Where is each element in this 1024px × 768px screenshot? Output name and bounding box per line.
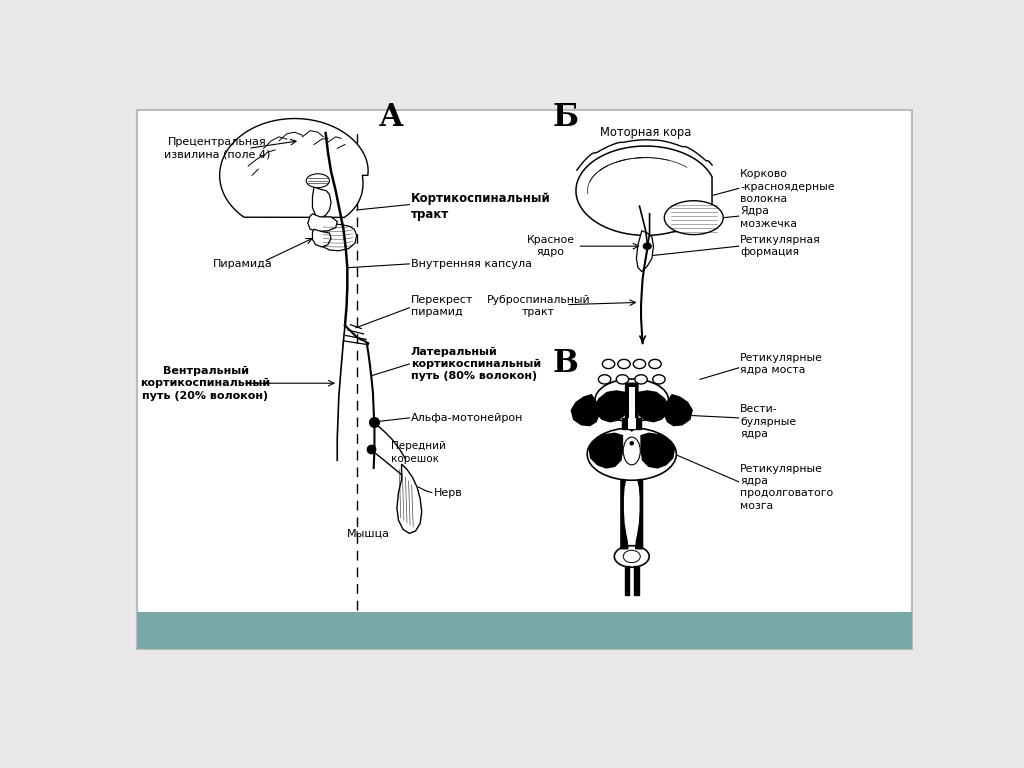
Polygon shape [589,433,623,468]
Text: Б: Б [553,102,579,133]
Text: Красное
ядро: Красное ядро [526,235,574,257]
Text: Внутренняя капсула: Внутренняя капсула [411,259,531,269]
Polygon shape [665,395,692,425]
Polygon shape [621,480,628,549]
Ellipse shape [306,174,330,187]
Text: Корково
-красноядерные
волокна: Корково -красноядерные волокна [740,170,835,204]
Polygon shape [638,391,669,422]
Polygon shape [665,200,723,234]
Ellipse shape [602,359,614,369]
Text: А: А [379,102,403,133]
Text: Передний
корешок: Передний корешок [391,442,446,464]
Ellipse shape [598,375,611,384]
Text: Моторная кора: Моторная кора [600,127,691,140]
Text: Ретикулярные
ядра моста: Ретикулярные ядра моста [740,353,823,376]
Text: Латеральный
кортикоспинальный
путь (80% волокон): Латеральный кортикоспинальный путь (80% … [411,346,541,382]
Text: Вести-
булярные
ядра: Вести- булярные ядра [740,404,797,439]
Text: Руброспинальный
тракт: Руброспинальный тракт [487,295,591,317]
Bar [629,387,635,418]
Bar [628,418,636,429]
Text: Ретикулярная
формация: Ретикулярная формация [740,235,821,257]
Polygon shape [317,221,356,251]
Ellipse shape [587,428,676,480]
Ellipse shape [649,359,662,369]
Polygon shape [625,567,630,595]
Ellipse shape [630,442,633,445]
Ellipse shape [624,437,640,465]
Ellipse shape [624,551,640,563]
Text: Мышца: Мышца [347,528,390,538]
Text: Перекрест
пирамид: Перекрест пирамид [411,295,473,317]
Polygon shape [575,146,712,235]
Polygon shape [595,391,626,422]
Text: Вентральный
кортикоспинальный
путь (20% волокон): Вентральный кортикоспинальный путь (20% … [140,366,270,401]
Text: Прецентральная
извилина (поле 4): Прецентральная извилина (поле 4) [164,137,270,160]
Polygon shape [636,480,643,549]
Polygon shape [634,567,639,595]
Polygon shape [312,229,331,247]
Ellipse shape [652,375,665,384]
Text: Ядра
мозжечка: Ядра мозжечка [740,207,798,229]
Ellipse shape [633,359,646,369]
Bar [623,418,641,429]
Ellipse shape [635,375,647,384]
Text: Альфа-мотонейрон: Альфа-мотонейрон [411,413,523,423]
Polygon shape [312,187,331,217]
Polygon shape [626,383,638,431]
Polygon shape [571,395,599,425]
Ellipse shape [595,379,669,422]
Text: Пирамида: Пирамида [213,259,272,269]
Polygon shape [397,464,422,533]
Polygon shape [220,118,368,217]
Text: Нерв: Нерв [434,488,463,498]
Polygon shape [308,214,337,231]
Bar [137,612,912,649]
Ellipse shape [616,375,629,384]
Text: Ретикулярные
ядра
продолговатого
мозга: Ретикулярные ядра продолговатого мозга [740,464,834,511]
Text: В: В [553,349,579,379]
Text: Кортикоспинальный
тракт: Кортикоспинальный тракт [411,192,551,220]
Ellipse shape [614,546,649,568]
Polygon shape [641,433,675,468]
Ellipse shape [617,359,630,369]
Polygon shape [636,230,653,272]
Ellipse shape [643,243,651,250]
